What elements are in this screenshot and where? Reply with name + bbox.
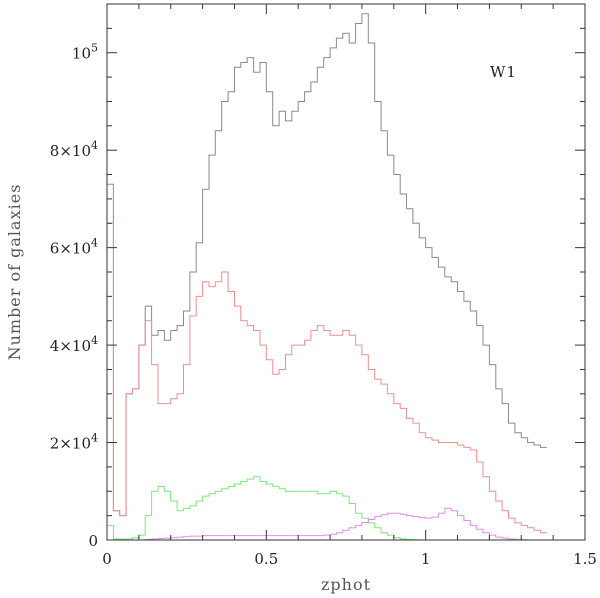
y-tick-label: 105 (72, 42, 98, 63)
plot-frame (106, 3, 586, 541)
histogram-series-layer (107, 13, 547, 541)
x-tick-label: 1.5 (573, 550, 597, 568)
histogram-series-3 (107, 476, 547, 541)
histogram-series-2 (107, 222, 547, 534)
y-tick-label: 0 (88, 532, 98, 550)
tick-layer (106, 3, 586, 541)
y-tick-label: 8×104 (50, 139, 98, 160)
x-tick-label: 1 (421, 550, 431, 568)
y-tick-label: 4×104 (50, 334, 98, 355)
y-axis-title: Number of galaxies (5, 184, 24, 361)
x-tick-label: 0 (102, 550, 112, 568)
y-tick-label: 6×104 (50, 237, 98, 258)
x-tick-label: 0.5 (254, 550, 278, 568)
annotation-label: W1 (490, 63, 517, 81)
tick-label-layer: 0 0.5 1 1.5 0 2×104 4×104 6×104 8×104 105 (50, 42, 597, 568)
histogram-series-1 (107, 13, 547, 517)
histogram-series-4 (107, 507, 547, 541)
x-axis-title: zphot (321, 575, 371, 594)
y-tick-label: 2×104 (50, 432, 98, 453)
